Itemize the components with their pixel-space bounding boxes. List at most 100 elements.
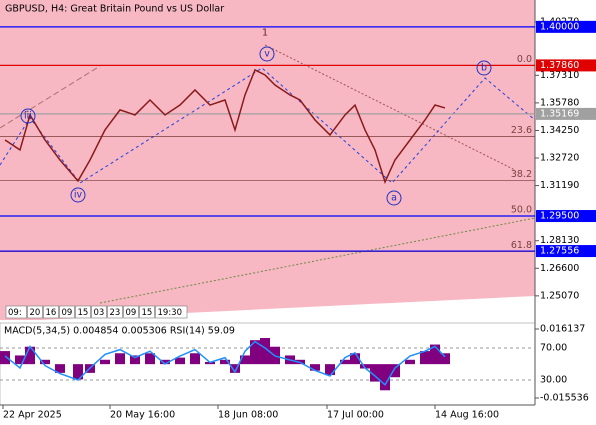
y2-tick-label: 70.00 (540, 343, 567, 354)
macd-bar (340, 359, 350, 365)
x-tick-label: 14 Aug 16:00 (435, 410, 499, 421)
time-box-label: 19:30 (158, 308, 183, 318)
macd-bar (55, 364, 65, 373)
chart-title: GBPUSD, H4: Great Britain Pound vs US Do… (5, 4, 224, 15)
wave-circle (20, 108, 36, 124)
time-box (107, 305, 123, 319)
time-box-label: 15 (78, 308, 89, 318)
wave-label: b (481, 63, 487, 74)
macd-bar (420, 351, 430, 365)
time-box-label: 20 (30, 308, 41, 318)
time-box-label: 23 (110, 308, 121, 318)
y-tick-label: 1.26600 (540, 263, 579, 274)
wave-circle (476, 60, 492, 76)
wave-label: 1 (262, 28, 268, 39)
macd-bar (160, 359, 170, 365)
macd-bar (260, 338, 270, 365)
macd-bar (100, 359, 110, 365)
macd-bar (380, 364, 390, 391)
time-box (59, 305, 75, 319)
time-box (155, 305, 188, 319)
macd-bar (175, 357, 185, 365)
fib-label: 50.0 (511, 205, 532, 216)
fib-label: 38.2 (511, 169, 532, 180)
time-box (75, 305, 91, 319)
macd-bar (145, 353, 155, 365)
time-box (91, 305, 107, 319)
macd-bar (350, 353, 360, 365)
wave-circle (386, 190, 402, 206)
macd-bar (440, 353, 450, 365)
fib-label: 61.8 (511, 240, 532, 251)
macd-bar (40, 359, 50, 365)
y-tick-label: 1.34250 (540, 125, 579, 136)
fib-label: 23.6 (511, 125, 532, 136)
fib-label: 0.0 (517, 54, 532, 65)
x-tick-label: 17 Jul 00:00 (327, 410, 384, 421)
macd-bar (25, 346, 35, 365)
price-label: 1.35169 (540, 108, 579, 119)
time-box-label: 16 (46, 308, 57, 318)
y-tick-label: 1.25070 (540, 290, 579, 301)
x-tick-label: 22 Apr 2025 (3, 410, 62, 421)
macd-bar (310, 364, 320, 371)
wave-label: iv (74, 190, 83, 201)
wave-label: v (264, 49, 270, 60)
macd-bar (405, 359, 415, 365)
x-tick-label: 20 May 16:00 (110, 410, 175, 421)
wave-line (0, 67, 536, 184)
price-label: 1.29500 (540, 211, 579, 222)
time-box (5, 305, 27, 319)
y-tick-label: 1.37310 (540, 70, 579, 81)
y-tick-label: 1.32720 (540, 153, 579, 164)
macd-bar (360, 364, 370, 369)
y-tick-label: 1.35780 (540, 97, 579, 108)
price-label-bg (536, 210, 596, 223)
time-box (123, 305, 139, 319)
price-label: 1.27556 (540, 246, 579, 257)
macd-bar (325, 364, 335, 376)
y-tick-label: 0.016137 (540, 323, 585, 334)
rsi-line (4, 340, 446, 386)
price-label-bg (536, 107, 596, 120)
x-tick-label: 18 Jun 08:00 (218, 410, 278, 421)
trend-line (99, 217, 536, 304)
y-tick-label: -0.015536 (540, 392, 589, 403)
price-label: 1.37860 (540, 60, 579, 71)
macd-bar (0, 351, 10, 365)
price-label-bg (536, 20, 596, 33)
wave-circle (70, 187, 86, 203)
time-box (27, 305, 43, 319)
price-label-bg (536, 59, 596, 72)
macd-bar (15, 355, 25, 365)
y-tick-label: 1.31190 (540, 180, 579, 191)
macd-bar (240, 355, 250, 365)
time-box-label: 09 (62, 308, 73, 318)
macd-bar (190, 353, 200, 365)
macd-bar (390, 364, 400, 378)
price-line (4, 68, 446, 185)
macd-bar (73, 364, 83, 380)
macd-bar (130, 355, 140, 365)
y2-tick-label: 30.00 (540, 375, 567, 386)
time-box (139, 305, 155, 319)
y-tick-label: 1.28130 (540, 235, 579, 246)
wave-label: iii (24, 111, 32, 122)
time-box-label: 15 (142, 308, 153, 318)
macd-bar (250, 340, 260, 365)
macd-bar (115, 353, 125, 365)
time-box (43, 305, 59, 319)
macd-bar (230, 364, 240, 373)
wave-circle (259, 46, 275, 62)
macd-bar (430, 344, 440, 365)
price-label: 1.40000 (540, 21, 579, 32)
trend-line (264, 44, 516, 171)
indicator-title: MACD(5,34,5) 0.004854 0.005306 RSI(14) 5… (4, 326, 235, 337)
price-label-bg (536, 245, 596, 258)
time-box-label: 09 (126, 308, 137, 318)
macd-bar (220, 359, 230, 365)
trend-line (0, 65, 101, 129)
time-box-label: 09: (8, 308, 22, 318)
macd-bar (370, 364, 380, 382)
